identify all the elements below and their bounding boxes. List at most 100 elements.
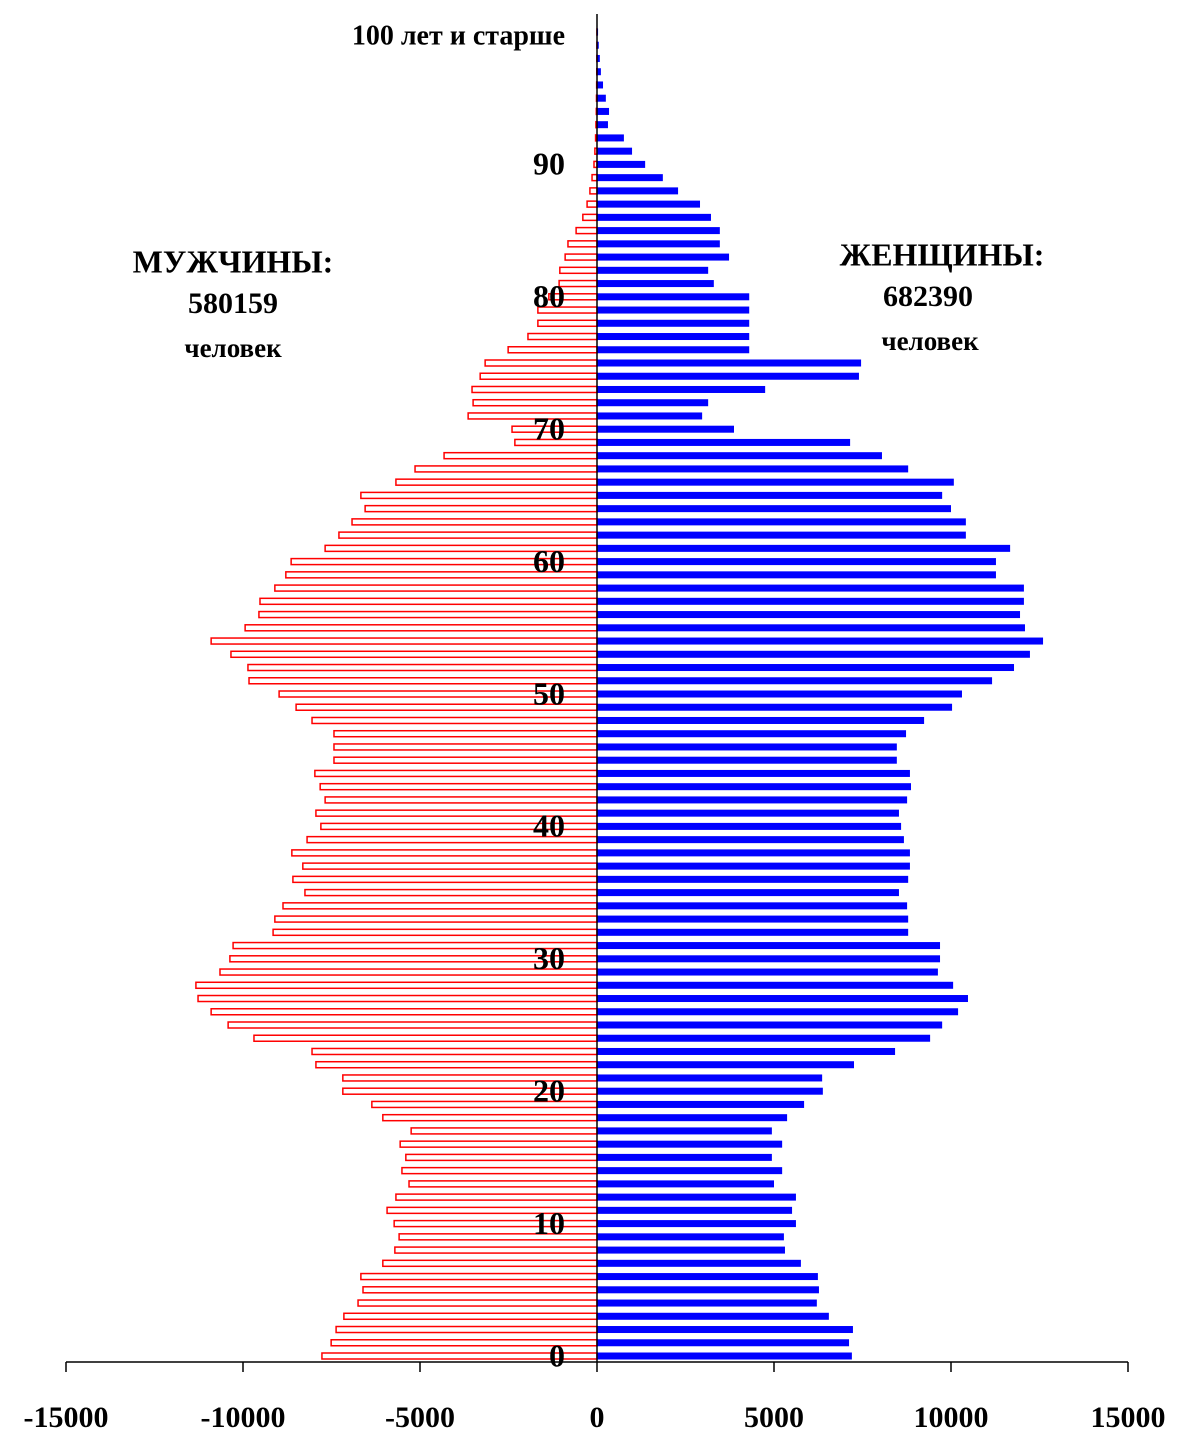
male-bar <box>479 372 598 380</box>
male-bar <box>210 1008 598 1016</box>
male-bar <box>537 319 598 328</box>
female-bar <box>597 664 1015 672</box>
female-bar <box>597 253 730 261</box>
male-bar <box>360 491 598 500</box>
female-bar <box>597 200 701 208</box>
male-bar <box>259 597 598 606</box>
male-bar <box>410 1127 598 1135</box>
female-bar <box>597 822 902 830</box>
male-bar <box>362 1286 598 1294</box>
female-bar <box>597 452 882 460</box>
female-bar <box>597 716 925 724</box>
female-bar <box>597 1008 959 1016</box>
male-bar <box>197 994 598 1003</box>
y-tick-label: 30 <box>533 940 565 976</box>
female-bar <box>597 1339 850 1347</box>
female-bar <box>597 1114 788 1122</box>
female-bar <box>597 491 943 499</box>
x-tick-label: 0 <box>590 1401 605 1434</box>
female-bar <box>597 783 911 791</box>
male-bar <box>272 928 598 937</box>
male-bar <box>357 1299 598 1307</box>
male-bar <box>414 465 598 473</box>
female-bar <box>597 94 606 102</box>
male-bar <box>333 743 598 751</box>
female-bar <box>597 1153 772 1161</box>
y-tick-label: 40 <box>533 808 565 844</box>
female-bar <box>597 213 711 221</box>
female-bar <box>597 558 996 566</box>
female-bar <box>597 902 908 910</box>
male-bar <box>335 1325 598 1334</box>
female-bar <box>597 677 993 685</box>
male-bar <box>472 398 598 407</box>
y-tick-label: 90 <box>533 146 565 182</box>
male-bar <box>382 1259 598 1268</box>
x-tick-label: -15000 <box>24 1401 109 1434</box>
male-bar <box>405 1153 598 1162</box>
x-tick-label: 5000 <box>744 1401 804 1434</box>
female-bar <box>597 399 709 407</box>
x-tick-label: -5000 <box>385 1401 455 1434</box>
male-bar <box>484 359 598 367</box>
female-unit: человек <box>881 326 979 356</box>
male-bar <box>586 200 598 208</box>
female-bar <box>597 1061 855 1069</box>
female-bar <box>597 836 904 844</box>
female-bar <box>597 862 910 870</box>
female-bar <box>597 1180 774 1188</box>
female-bar <box>597 1087 823 1095</box>
female-bar <box>597 1233 784 1241</box>
male-bar <box>351 518 598 526</box>
female-bar <box>597 955 941 963</box>
male-bar <box>343 1312 598 1321</box>
male-bar <box>393 1219 598 1228</box>
female-bar <box>597 346 750 354</box>
female-bar <box>597 81 604 89</box>
female-bar <box>597 385 766 393</box>
female-bar <box>597 796 908 804</box>
female-bar <box>597 889 899 897</box>
female-bar <box>597 41 599 49</box>
female-bar <box>597 597 1024 605</box>
male-bar <box>292 875 598 884</box>
female-total: 682390 <box>883 280 973 313</box>
female-bar <box>597 571 996 579</box>
female-bar <box>597 1299 817 1307</box>
male-bar <box>394 1246 598 1254</box>
female-bar <box>597 1193 796 1201</box>
male-bar <box>527 332 598 341</box>
female-bar <box>597 438 851 446</box>
female-bar <box>597 611 1021 619</box>
female-bar <box>597 968 938 976</box>
female-bar <box>597 1047 896 1055</box>
y-tick-label: 20 <box>533 1073 565 1109</box>
female-bar <box>597 1312 829 1320</box>
female-bar <box>597 1100 805 1108</box>
female-bar <box>597 1352 852 1360</box>
x-tick-label: 15000 <box>1091 1401 1166 1434</box>
female-bar <box>597 107 610 115</box>
male-bar <box>230 650 598 659</box>
female-bar <box>597 624 1025 632</box>
female-bar <box>597 187 679 195</box>
male-bar <box>302 862 598 870</box>
female-bar <box>597 1286 819 1294</box>
female-bar <box>597 1074 823 1082</box>
female-bar <box>597 915 909 923</box>
male-bar <box>210 637 598 645</box>
female-bar <box>597 1127 772 1135</box>
female-bar <box>597 412 703 420</box>
male-bar <box>291 849 598 857</box>
female-bar <box>597 147 633 155</box>
female-bar <box>597 293 750 301</box>
female-bar <box>597 544 1011 552</box>
female-bar <box>597 1140 783 1148</box>
female-bar <box>597 68 601 76</box>
female-bar <box>597 160 646 168</box>
male-bar <box>507 346 598 354</box>
male-bar <box>589 187 598 195</box>
female-bar <box>597 942 941 950</box>
female-bar <box>597 756 897 764</box>
female-bar <box>597 333 750 341</box>
